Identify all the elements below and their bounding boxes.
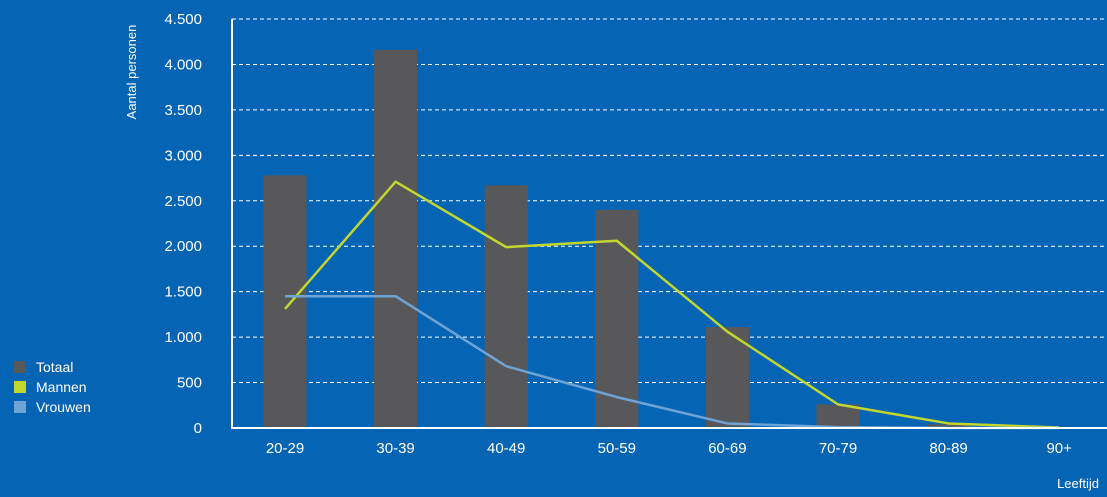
x-tick-label: 50-59	[598, 440, 636, 457]
bar-totaal-40-49	[485, 185, 528, 428]
legend-swatch-totaal	[14, 361, 26, 373]
bars-totaal	[264, 50, 1081, 428]
y-tick-label: 3.500	[164, 102, 202, 119]
y-tick-label: 1.000	[164, 329, 202, 346]
y-tick-label: 4.000	[164, 56, 202, 73]
legend-item-vrouwen: Vrouwen	[14, 397, 91, 417]
y-tick-label: 2.500	[164, 193, 202, 210]
x-tick-label: 80-89	[929, 440, 967, 457]
x-tick-label: 60-69	[708, 440, 746, 457]
y-tick-label: 1.500	[164, 284, 202, 301]
legend-item-mannen: Mannen	[14, 377, 91, 397]
x-axis-label: Leeftijd	[1057, 476, 1099, 491]
legend-item-totaal: Totaal	[14, 357, 91, 377]
y-axis-ticks: 0 500 1.000 1.500 2.000 2.500 3.000 3.500 4.000 4…	[164, 11, 202, 437]
x-tick-label: 30-39	[376, 440, 414, 457]
y-tick-label: 0	[194, 420, 202, 437]
y-axis-label: Aantal personen	[124, 25, 139, 120]
legend-label-mannen: Mannen	[36, 379, 87, 395]
y-tick-label: 2.000	[164, 238, 202, 255]
legend-label-totaal: Totaal	[36, 359, 73, 375]
x-tick-label: 40-49	[487, 440, 525, 457]
x-tick-label: 20-29	[266, 440, 304, 457]
bar-totaal-30-39	[374, 50, 417, 428]
y-tick-label: 3.000	[164, 147, 202, 164]
legend-swatch-mannen	[14, 381, 26, 393]
legend: Totaal Mannen Vrouwen	[14, 357, 91, 417]
x-tick-label: 70-79	[819, 440, 857, 457]
bar-totaal-20-29	[264, 175, 307, 428]
y-tick-label: 4.500	[164, 11, 202, 28]
gridlines	[232, 19, 1107, 383]
legend-swatch-vrouwen	[14, 401, 26, 413]
legend-label-vrouwen: Vrouwen	[36, 399, 91, 415]
x-tick-label: 90+	[1046, 440, 1072, 457]
x-axis-ticks: 20-29 30-39 40-49 50-59 60-69 70-79 80-89 90+	[266, 440, 1072, 457]
y-tick-label: 500	[177, 375, 202, 392]
